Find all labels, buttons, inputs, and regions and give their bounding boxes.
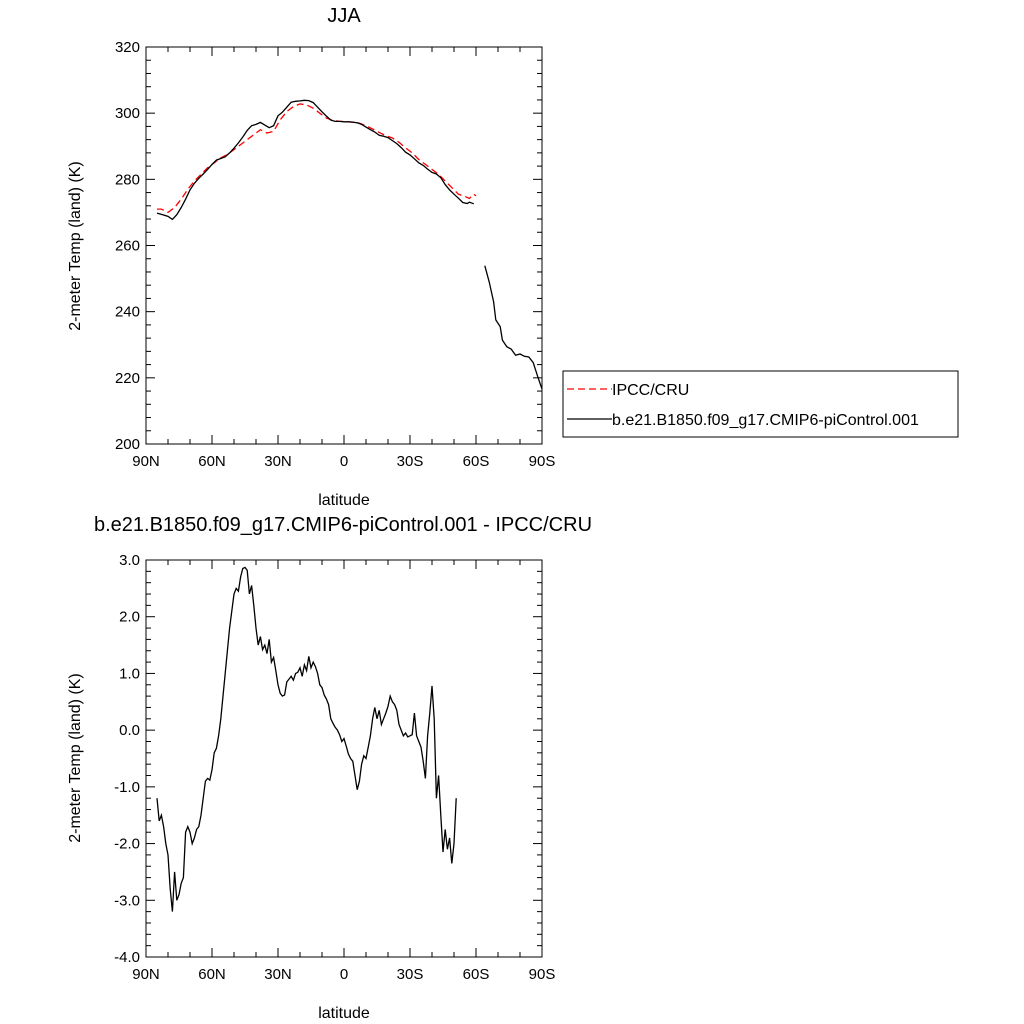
legend: IPCC/CRU b.e21.B1850.f09_g17.CMIP6-piCon… xyxy=(562,370,959,438)
top-ytick-label: 300 xyxy=(115,105,140,122)
bottom-ytick-label: 0.0 xyxy=(119,722,140,739)
top-y-axis-label: 2-meter Temp (land) (K) xyxy=(67,161,84,331)
top-frame xyxy=(145,46,543,445)
bottom-xtick-label: 90N xyxy=(132,966,160,983)
top-ytick-label: 200 xyxy=(115,436,140,453)
top-ytick-label: 280 xyxy=(115,171,140,188)
bottom-ytick-label: 1.0 xyxy=(119,665,140,682)
top-ytick-label: 320 xyxy=(115,39,140,56)
bottom-ytick-label: 3.0 xyxy=(119,552,140,569)
legend-box xyxy=(562,370,959,438)
bottom-ytick-label: 2.0 xyxy=(119,609,140,626)
bottom-ytick-label: -4.0 xyxy=(114,949,140,966)
top-x-axis-label: latitude xyxy=(318,492,370,509)
bottom-xtick-label: 30S xyxy=(397,966,424,983)
bottom-xtick-label: 90S xyxy=(529,966,556,983)
bottom-frame xyxy=(145,559,543,958)
bottom-xtick-label: 60S xyxy=(463,966,490,983)
bottom-chart-title: b.e21.B1850.f09_g17.CMIP6-piControl.001 … xyxy=(94,514,592,536)
top-xtick-label: 30S xyxy=(397,453,424,470)
bottom-xtick-label: 60N xyxy=(198,966,226,983)
bottom-ytick-label: -2.0 xyxy=(114,836,140,853)
bottom-plot-area: -4.0 -3.0 -2.0 -1.0 0.0 1.0 2.0 3.0 90N 60N 30N 0 30… xyxy=(114,552,555,983)
top-xtick-label: 0 xyxy=(340,453,348,470)
top-chart-title: JJA xyxy=(327,5,361,27)
top-xtick-label: 60S xyxy=(463,453,490,470)
legend-label-model: b.e21.B1850.f09_g17.CMIP6-piControl.001 xyxy=(612,412,919,429)
top-xtick-label: 90S xyxy=(529,453,556,470)
bottom-y-axis-label: 2-meter Temp (land) (K) xyxy=(67,673,84,843)
bottom-ytick-label: -1.0 xyxy=(114,779,140,796)
top-plot-area: 200 220 240 260 280 300 320 90N 60N 30N 0 30S 60S 90S xyxy=(115,39,555,470)
top-series-0-line-0 xyxy=(157,103,477,214)
bottom-xtick-label: 0 xyxy=(340,966,348,983)
bottom-series-0-line-0 xyxy=(156,566,457,912)
legend-label-ipcc-cru: IPCC/CRU xyxy=(612,382,689,399)
bottom-xtick-label: 30N xyxy=(264,966,292,983)
top-ytick-label: 220 xyxy=(115,370,140,387)
top-series-1-line-1 xyxy=(484,265,542,391)
top-series-1-line-0 xyxy=(156,99,475,221)
top-ytick-label: 260 xyxy=(115,238,140,255)
top-panel: JJA 200 220 240 260 280 300 320 90N 60N 30N 0 30S 60… xyxy=(67,5,959,509)
bottom-ytick-label: -3.0 xyxy=(114,892,140,909)
bottom-panel: b.e21.B1850.f09_g17.CMIP6-piControl.001 … xyxy=(67,514,592,1022)
bottom-x-axis-label: latitude xyxy=(318,1005,370,1022)
top-xtick-label: 90N xyxy=(132,453,160,470)
top-xtick-label: 60N xyxy=(198,453,226,470)
top-xtick-label: 30N xyxy=(264,453,292,470)
top-ytick-label: 240 xyxy=(115,304,140,321)
